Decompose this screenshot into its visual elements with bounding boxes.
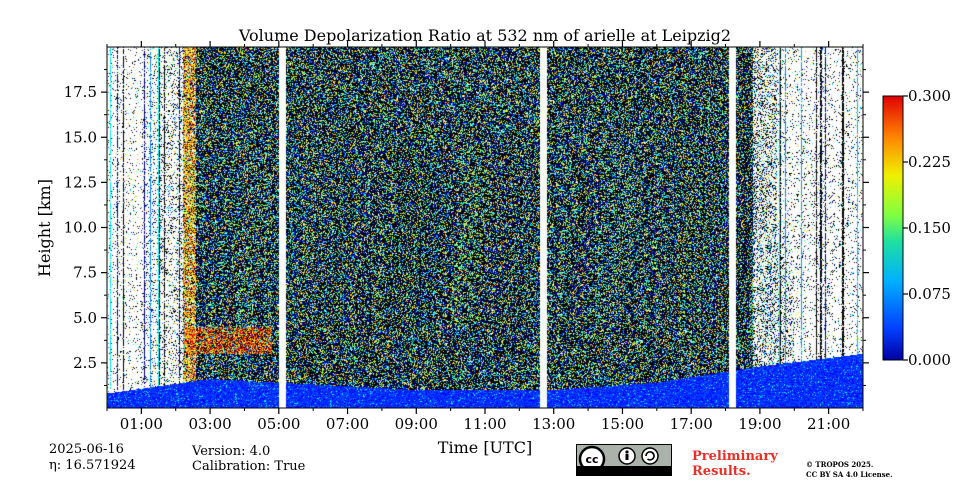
x-tick-label: 15:00	[601, 415, 644, 433]
colorbar-tick-label: 0.300	[908, 87, 951, 105]
copyright-line-2: CC BY SA 4.0 License.	[806, 470, 893, 479]
y-tick-label: 7.5	[73, 264, 97, 282]
calibration-label: Calibration: True	[192, 459, 306, 474]
x-tick-label: 01:00	[120, 415, 163, 433]
x-tick-label: 09:00	[395, 415, 438, 433]
date-label: 2025-06-16	[49, 442, 124, 457]
y-axis: 2.5 5.0 7.5 10.0 12.5 15.0 17.5	[64, 69, 869, 386]
copyright-line-1: © TROPOS 2025.	[806, 460, 874, 469]
y-tick-label: 5.0	[73, 309, 97, 327]
eta-label: η: 16.571924	[49, 458, 136, 473]
chart-title: Volume Depolarization Ratio at 532 nm of…	[238, 26, 731, 45]
colorbar-tick-label: 0.150	[908, 219, 951, 237]
x-tick-label: 17:00	[670, 415, 713, 433]
colorbar-tick-label: 0.000	[908, 351, 951, 369]
y-axis-label: Height [km]	[35, 179, 54, 277]
x-tick-label: 13:00	[532, 415, 575, 433]
preliminary-notice: Preliminary Results.	[692, 449, 778, 479]
cc-by-sa-logo: cc	[576, 444, 672, 476]
copyright-notice: © TROPOS 2025. CC BY SA 4.0 License.	[806, 460, 893, 480]
colorbar-tick-label: 0.225	[908, 153, 951, 171]
colorbar-axis: 0.000 0.075 0.150 0.225 0.300	[903, 87, 951, 369]
y-tick-label: 12.5	[64, 173, 97, 191]
preliminary-line-1: Preliminary	[692, 449, 778, 464]
version-label: Version: 4.0	[192, 444, 271, 459]
x-axis: 01:00 03:00 05:00 07:00 09:00 11:00 13:00 15:00…	[106, 41, 864, 433]
x-tick-label: 11:00	[463, 415, 506, 433]
heatmap-image	[107, 47, 863, 408]
y-tick-label: 15.0	[64, 128, 97, 146]
x-tick-label: 05:00	[257, 415, 300, 433]
svg-text:cc: cc	[585, 453, 598, 466]
depolarization-heatmap	[107, 47, 863, 408]
x-tick-label: 19:00	[738, 415, 781, 433]
x-axis-label: Time [UTC]	[438, 438, 532, 457]
y-tick-label: 17.5	[64, 83, 97, 101]
y-tick-label: 2.5	[73, 354, 97, 372]
colorbar-tick-label: 0.075	[908, 285, 951, 303]
colorbar	[882, 95, 904, 361]
x-tick-label: 21:00	[807, 415, 850, 433]
y-tick-label: 10.0	[64, 219, 97, 237]
preliminary-line-2: Results.	[692, 464, 751, 479]
x-tick-label: 07:00	[326, 415, 369, 433]
x-tick-label: 03:00	[188, 415, 231, 433]
